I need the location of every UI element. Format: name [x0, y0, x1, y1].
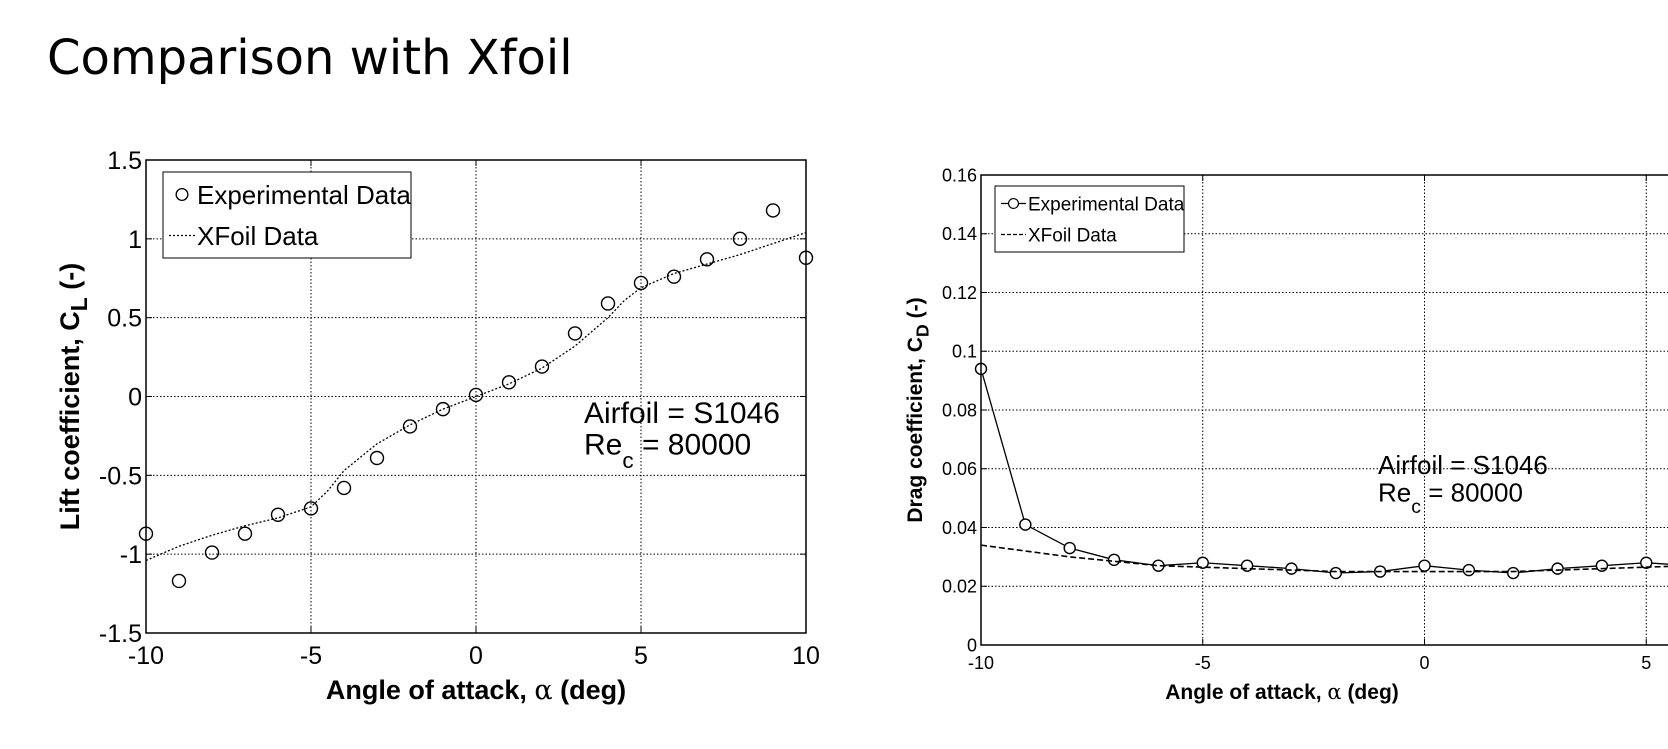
- x-tick-label: -10: [968, 653, 994, 673]
- x-axis-label-symbol: α: [1327, 680, 1341, 704]
- data-point: [270, 507, 286, 522]
- data-point: [435, 401, 451, 417]
- y-tick-label: 1.5: [107, 147, 142, 175]
- y-tick-label: 0.1: [952, 342, 977, 362]
- data-point: [699, 252, 715, 267]
- series-line-0: [980, 368, 1668, 574]
- data-point: [336, 480, 352, 496]
- y-axis-label-subscript: L: [66, 297, 92, 311]
- data-point: [402, 419, 418, 434]
- data-point: [732, 231, 748, 247]
- y-tick-label: 0.06: [942, 459, 977, 479]
- data-point: [1329, 566, 1343, 580]
- x-tick-label: 10: [792, 642, 820, 670]
- y-tick-label: 0.04: [942, 518, 977, 538]
- annotation-airfoil: Airfoil = S1046: [1378, 450, 1548, 480]
- data-point: [501, 375, 517, 390]
- data-point: [1595, 559, 1609, 572]
- plot-frame: [145, 159, 807, 634]
- x-tick-label: -10: [128, 642, 164, 670]
- x-axis-label-text: Angle of attack,: [326, 675, 535, 705]
- x-axis-label: Angle of attack, α (deg): [1165, 680, 1399, 704]
- data-point: [468, 387, 484, 403]
- lift-coefficient-chart: -1.5 -1 -0.5 0 0.5 1 1.5 -10 -5 0 5 10 Angle of atta…: [55, 147, 820, 706]
- data-point: [1285, 562, 1298, 575]
- y-tick-label: 1: [128, 226, 142, 254]
- legend-box: [162, 171, 412, 259]
- y-tick-label: 0.5: [107, 305, 142, 333]
- data-point: [171, 573, 187, 589]
- y-tick-label: 0: [128, 384, 142, 412]
- y-axis-label-unit: (-): [904, 297, 927, 324]
- y-tick-label: 0.14: [942, 224, 977, 244]
- data-point: [633, 275, 649, 291]
- annotation-reynolds-subscript: c: [1411, 496, 1421, 518]
- x-tick-label: 5: [634, 642, 648, 670]
- data-point: [237, 526, 253, 541]
- x-tick-label: 0: [469, 642, 483, 670]
- annotation-reynolds-value: = 80000: [634, 429, 752, 462]
- data-point: [303, 501, 319, 516]
- legend-label: Experimental Data: [1028, 194, 1185, 215]
- x-tick-label: -5: [1195, 653, 1211, 673]
- data-point: [204, 545, 220, 560]
- data-point: [1196, 556, 1209, 569]
- legend-box: [994, 185, 1185, 253]
- legend-marker: [1007, 197, 1020, 210]
- legend-marker: [175, 187, 189, 201]
- legend-label: XFoil Data: [1028, 225, 1117, 246]
- data-point: [1019, 518, 1032, 531]
- annotation-reynolds-text: Re: [584, 429, 622, 462]
- y-axis-label: Lift coefficient, CL (-): [55, 263, 92, 531]
- data-point: [1462, 563, 1476, 577]
- y-axis-label: Drag coefficient, CD (-): [904, 297, 932, 522]
- data-point: [666, 269, 682, 284]
- y-axis-label-subscript: D: [912, 324, 932, 337]
- x-axis-label-symbol: α: [534, 675, 552, 706]
- y-tick-label: 0.16: [942, 165, 977, 185]
- y-axis-label-unit: (-): [55, 263, 85, 297]
- data-point: [1063, 541, 1076, 555]
- data-point: [1107, 553, 1121, 567]
- data-point: [534, 359, 550, 374]
- annotation-reynolds: Rec = 80000: [1378, 477, 1523, 518]
- annotation-airfoil: Airfoil = S1046: [584, 397, 780, 430]
- slide-title: Comparison with Xfoil: [47, 30, 573, 86]
- x-tick-label: 0: [1419, 653, 1429, 673]
- data-point: [1551, 562, 1564, 575]
- x-axis-label: Angle of attack, α (deg): [326, 675, 626, 706]
- x-tick-label: 5: [1641, 653, 1651, 673]
- data-point: [369, 450, 385, 466]
- x-axis-label-unit: (deg): [1342, 681, 1399, 704]
- annotation-reynolds-text: Re: [1378, 477, 1411, 507]
- x-axis-label-unit: (deg): [553, 675, 627, 705]
- y-tick-label: 0.12: [942, 283, 977, 303]
- data-point: [1506, 566, 1520, 580]
- legend-label: XFoil Data: [197, 221, 319, 251]
- y-tick-label: 0.08: [942, 400, 977, 420]
- data-point: [1640, 556, 1653, 569]
- legend-label: Experimental Data: [197, 180, 411, 210]
- data-point: [567, 326, 583, 341]
- plot-frame: [980, 174, 1668, 646]
- y-axis-label-text: Lift coefficient, C: [55, 311, 85, 530]
- data-point: [765, 203, 781, 218]
- y-tick-label: -1: [120, 541, 142, 569]
- y-tick-label: 0: [967, 635, 977, 655]
- x-axis-label-text: Angle of attack,: [1165, 681, 1327, 704]
- data-point: [600, 296, 616, 311]
- x-tick-label: -5: [300, 642, 322, 670]
- y-axis-label-text: Drag coefficient, C: [904, 337, 927, 523]
- annotation-reynolds: Rec = 80000: [584, 429, 751, 474]
- series-line-1: [980, 544, 1668, 573]
- annotation-reynolds-subscript: c: [622, 448, 633, 473]
- y-tick-label: -1.5: [99, 620, 142, 648]
- data-point: [1418, 559, 1431, 572]
- annotation-reynolds-value: = 80000: [1421, 477, 1523, 507]
- y-tick-label: -0.5: [99, 462, 142, 490]
- y-tick-label: 0.02: [942, 577, 977, 597]
